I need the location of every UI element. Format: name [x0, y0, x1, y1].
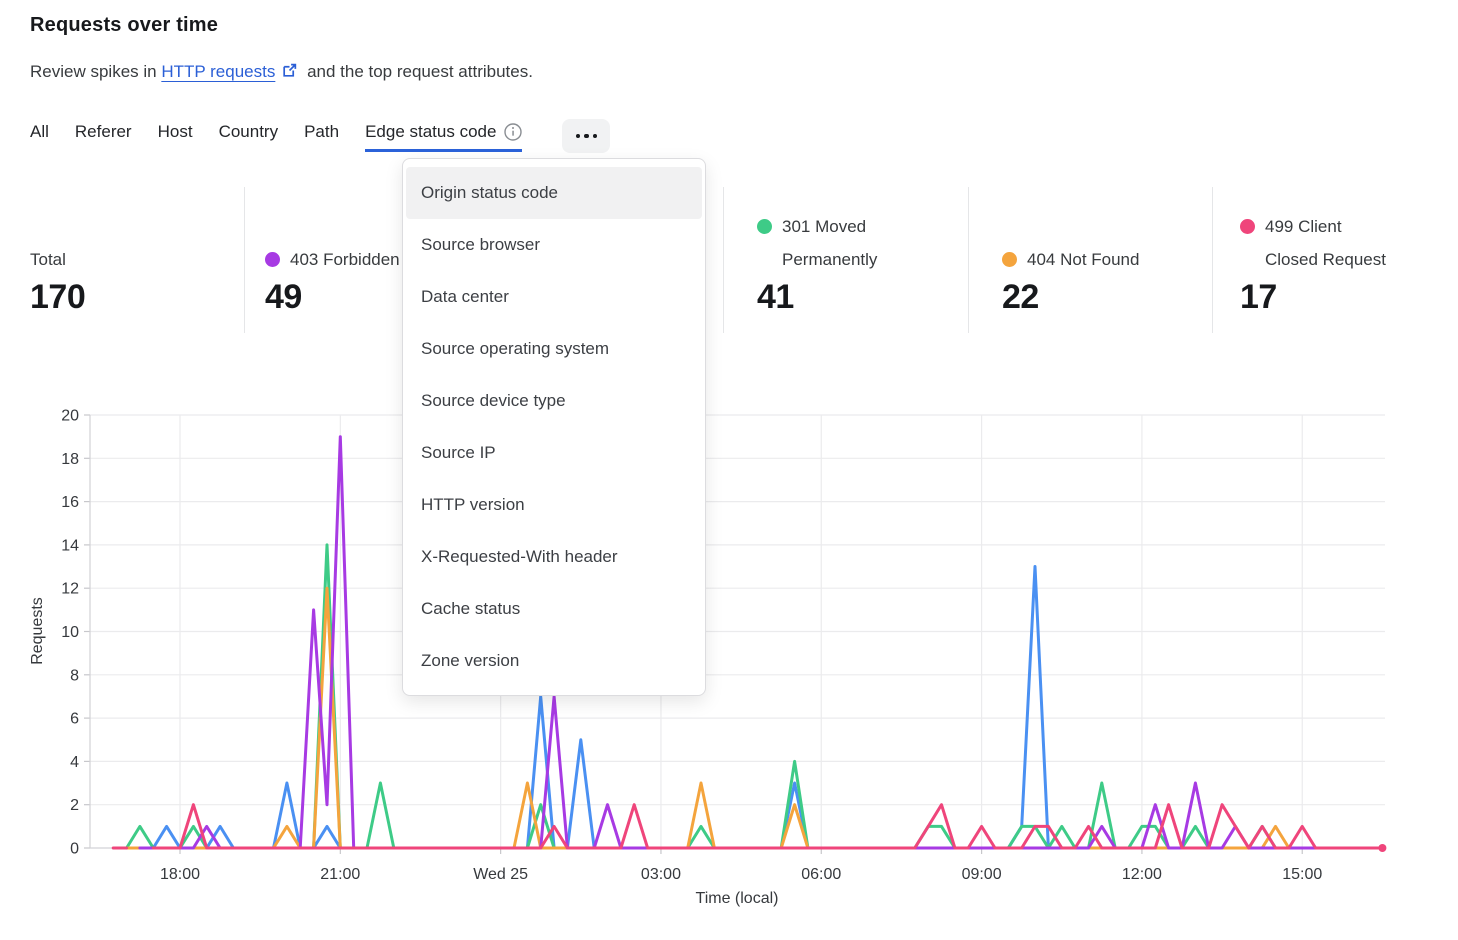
- y-tick-label: 16: [61, 494, 79, 511]
- attribute-tabs: All Referer Host Country Path Edge status cod…: [30, 119, 611, 153]
- tab-referer[interactable]: Referer: [75, 119, 132, 152]
- tab-all[interactable]: All: [30, 119, 49, 152]
- menu-item-source-ip[interactable]: Source IP: [421, 443, 496, 462]
- attribute-dropdown-menu: Origin status code Source browser Data cen…: [402, 158, 706, 696]
- stat-divider: [968, 187, 969, 333]
- y-tick-label: 12: [61, 581, 79, 598]
- y-tick-label: 10: [61, 624, 79, 641]
- external-link-icon: [281, 62, 298, 84]
- requests-over-time-chart: 0 2 4 6 8 10 12 14 16 18 20 18:00 21:00 Wed 25 03:00 06…: [29, 408, 1387, 907]
- stat-divider: [1212, 187, 1213, 333]
- menu-item-data-center[interactable]: Data center: [421, 287, 509, 306]
- stat-label-text: Total: [30, 250, 66, 269]
- ellipsis-icon: [592, 133, 598, 139]
- x-tick-label: 06:00: [801, 866, 841, 883]
- more-tabs-button[interactable]: [562, 119, 611, 153]
- series-end-dot: [1378, 844, 1387, 852]
- series-499-client-closed-request: [111, 803, 1384, 850]
- y-tick-label: 18: [61, 451, 79, 468]
- page-subtitle: Review spikes in HTTP requests and the t…: [30, 62, 533, 84]
- series-403-forbidden: [138, 435, 1384, 850]
- tab-label: Edge status code: [365, 122, 497, 141]
- subtitle-prefix: Review spikes in: [30, 62, 162, 81]
- tab-label: Country: [218, 122, 279, 141]
- stats-row: Total 170 403 Forbidden 49 301 Moved Permane…: [0, 185, 1458, 335]
- x-tick-label: 03:00: [641, 866, 681, 883]
- stat-label: 499 Client Closed Request: [1240, 210, 1397, 276]
- stat-label: 404 Not Found: [1002, 243, 1139, 276]
- stat-card-404-not-found: 404 Not Found 22: [1002, 185, 1139, 317]
- x-tick-label: 18:00: [160, 866, 200, 883]
- menu-item-source-device-type[interactable]: Source device type: [421, 391, 566, 410]
- y-tick-label: 4: [70, 754, 79, 771]
- stat-value: 41: [757, 278, 794, 316]
- tab-label: Host: [157, 122, 193, 141]
- y-tick-label: 0: [70, 841, 79, 858]
- subtitle-suffix: and the top request attributes.: [302, 62, 533, 81]
- stat-label-text: 403 Forbidden: [290, 250, 400, 269]
- status-dot: [1240, 219, 1255, 234]
- ellipsis-icon: [575, 133, 581, 139]
- y-tick-label: 20: [61, 408, 79, 425]
- tab-edge-status-code[interactable]: Edge status code: [365, 119, 523, 152]
- y-tick-label: 14: [61, 537, 79, 554]
- x-axis-title: Time (local): [696, 890, 779, 907]
- ellipsis-icon: [584, 133, 589, 139]
- stat-value: 22: [1002, 278, 1039, 316]
- y-tick-label: 8: [70, 667, 79, 684]
- stat-card-301-moved-permanently: 301 Moved Permanently 41: [757, 185, 914, 317]
- stat-label-text: 301 Moved Permanently: [782, 217, 878, 269]
- y-tick-label: 2: [70, 797, 79, 814]
- stat-value: 17: [1240, 278, 1277, 316]
- tab-path[interactable]: Path: [304, 119, 339, 152]
- tab-country[interactable]: Country: [219, 119, 279, 152]
- stat-divider: [244, 187, 245, 333]
- stat-label-text: 499 Client Closed Request: [1265, 217, 1386, 269]
- y-tick-label: 6: [70, 711, 79, 728]
- tab-host[interactable]: Host: [158, 119, 193, 152]
- stat-card-total: Total 170: [30, 185, 86, 317]
- tab-label: Path: [304, 122, 340, 141]
- tab-label: All: [30, 122, 49, 141]
- status-dot: [265, 252, 280, 267]
- menu-item-source-operating-system[interactable]: Source operating system: [421, 339, 610, 358]
- menu-item-source-browser[interactable]: Source browser: [421, 235, 541, 254]
- stat-card-499-client-closed-request: 499 Client Closed Request 17: [1240, 185, 1397, 317]
- x-tick-label: 15:00: [1282, 866, 1322, 883]
- stat-value: 49: [265, 278, 302, 316]
- stat-card-403-forbidden: 403 Forbidden 49: [265, 185, 400, 317]
- stat-divider: [723, 187, 724, 333]
- stat-label-text: 404 Not Found: [1027, 250, 1140, 269]
- x-tick-label: 09:00: [962, 866, 1002, 883]
- menu-item-cache-status[interactable]: Cache status: [421, 599, 521, 618]
- y-axis-title: Requests: [29, 597, 46, 665]
- menu-item-origin-status-code[interactable]: Origin status code: [406, 167, 702, 219]
- menu-item-x-requested-with-header[interactable]: X-Requested-With header: [421, 547, 618, 566]
- menu-item-http-version[interactable]: HTTP version: [421, 495, 525, 514]
- page-title: Requests over time: [30, 14, 219, 36]
- info-icon[interactable]: [504, 123, 523, 141]
- stat-label: 301 Moved Permanently: [757, 210, 914, 276]
- http-requests-link[interactable]: HTTP requests: [161, 62, 276, 81]
- stat-label: 403 Forbidden: [265, 243, 400, 276]
- status-dot: [1002, 252, 1017, 267]
- status-dot: [757, 219, 772, 234]
- x-tick-label: 12:00: [1122, 866, 1162, 883]
- x-tick-label: 21:00: [320, 866, 360, 883]
- stat-label: Total: [30, 243, 85, 276]
- tab-label: Referer: [74, 122, 132, 141]
- menu-item-zone-version[interactable]: Zone version: [421, 651, 520, 670]
- stat-value: 170: [30, 278, 86, 316]
- x-tick-label: Wed 25: [473, 866, 528, 883]
